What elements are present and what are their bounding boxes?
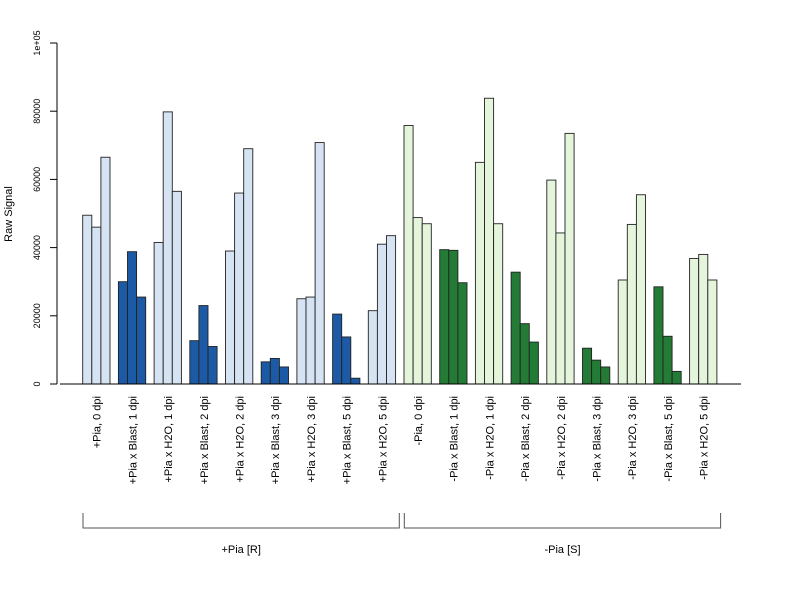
bar bbox=[260, 361, 271, 385]
bar bbox=[600, 366, 611, 385]
x-tick-labels: +Pia, 0 dpi +Pia x Blast, 1 dpi +Pia x H2O… bbox=[92, 396, 711, 484]
bar bbox=[493, 223, 504, 385]
y-tick-label: 60000 bbox=[32, 167, 42, 192]
bar bbox=[162, 111, 173, 385]
bar bbox=[386, 235, 397, 385]
bar bbox=[305, 296, 316, 385]
bar bbox=[582, 347, 593, 385]
bar bbox=[82, 214, 93, 385]
x-tick-label: +Pia x Blast, 5 dpi bbox=[342, 396, 354, 484]
bar bbox=[662, 335, 673, 385]
group-bracket bbox=[403, 513, 722, 529]
bar bbox=[707, 279, 718, 385]
x-tick-label: +Pia, 0 dpi bbox=[92, 396, 104, 448]
bar bbox=[153, 242, 164, 385]
bar bbox=[474, 161, 485, 385]
x-tick-label: -Pia x H2O, 1 dpi bbox=[484, 396, 496, 480]
x-tick-label: -Pia x Blast, 5 dpi bbox=[663, 396, 675, 482]
bar bbox=[376, 243, 387, 385]
y-tick-label: 20000 bbox=[32, 303, 42, 328]
x-tick-label: +Pia x Blast, 1 dpi bbox=[127, 396, 139, 484]
bar bbox=[243, 148, 254, 385]
bar bbox=[207, 346, 218, 385]
bar bbox=[457, 282, 468, 385]
y-axis-label: Raw Signal bbox=[3, 186, 15, 242]
bar bbox=[617, 279, 628, 385]
bar bbox=[689, 258, 700, 385]
bar-group-container bbox=[82, 97, 718, 385]
bar bbox=[127, 251, 138, 385]
bar bbox=[296, 298, 307, 385]
bar bbox=[234, 192, 245, 385]
bar bbox=[341, 336, 352, 385]
bar bbox=[528, 341, 539, 385]
x-tick-label: +Pia x H2O, 3 dpi bbox=[306, 396, 318, 483]
group-label: +Pia [R] bbox=[221, 544, 260, 556]
bar bbox=[698, 253, 709, 385]
bar bbox=[350, 377, 361, 385]
y-tick-label: 80000 bbox=[32, 99, 42, 124]
x-tick-label: -Pia x Blast, 3 dpi bbox=[592, 396, 604, 482]
bar bbox=[225, 250, 236, 385]
y-axis: 0 20000 40000 60000 80000 1e+05 bbox=[32, 30, 58, 387]
bar bbox=[546, 179, 557, 385]
bar bbox=[653, 286, 664, 385]
bar bbox=[367, 310, 378, 385]
bar bbox=[412, 217, 423, 385]
bar bbox=[421, 223, 432, 385]
x-tick-label: +Pia x H2O, 2 dpi bbox=[235, 396, 247, 483]
bar bbox=[198, 305, 209, 385]
bar bbox=[671, 370, 682, 385]
bar bbox=[171, 190, 182, 385]
group-brackets: +Pia [R] -Pia [S] bbox=[82, 513, 722, 556]
bar bbox=[439, 249, 450, 385]
x-tick-label: -Pia x H2O, 3 dpi bbox=[627, 396, 639, 480]
bar bbox=[117, 281, 128, 385]
bar bbox=[448, 249, 459, 385]
bar bbox=[519, 323, 530, 385]
bar bbox=[332, 313, 343, 385]
x-tick-label: -Pia x Blast, 2 dpi bbox=[520, 396, 532, 482]
x-tick-label: +Pia x Blast, 3 dpi bbox=[270, 396, 282, 484]
x-tick-label: +Pia x H2O, 1 dpi bbox=[163, 396, 175, 483]
bar bbox=[269, 357, 280, 385]
x-tick-label: +Pia x Blast, 2 dpi bbox=[199, 396, 211, 484]
x-tick-label: -Pia, 0 dpi bbox=[413, 396, 425, 446]
bar bbox=[591, 359, 602, 385]
group-bracket bbox=[82, 513, 400, 529]
bar bbox=[136, 296, 147, 385]
bar bbox=[314, 142, 325, 385]
x-tick-label: -Pia x H2O, 2 dpi bbox=[556, 396, 568, 480]
y-tick-label: 0 bbox=[32, 381, 42, 386]
x-tick-label: -Pia x H2O, 5 dpi bbox=[699, 396, 711, 480]
bar bbox=[555, 232, 566, 385]
bar bbox=[100, 156, 111, 385]
bar bbox=[189, 340, 200, 385]
bar bbox=[278, 366, 289, 385]
y-tick-label: 1e+05 bbox=[32, 30, 42, 55]
bar bbox=[564, 132, 575, 385]
x-tick-label: +Pia x H2O, 5 dpi bbox=[377, 396, 389, 483]
bar bbox=[510, 271, 521, 385]
bar bbox=[626, 223, 637, 385]
bar bbox=[91, 226, 102, 385]
x-tick-label: -Pia x Blast, 1 dpi bbox=[449, 396, 461, 482]
bar bbox=[403, 125, 414, 385]
group-label: -Pia [S] bbox=[544, 544, 580, 556]
bar bbox=[484, 97, 495, 385]
bar bbox=[635, 194, 646, 385]
y-tick-label: 40000 bbox=[32, 235, 42, 260]
